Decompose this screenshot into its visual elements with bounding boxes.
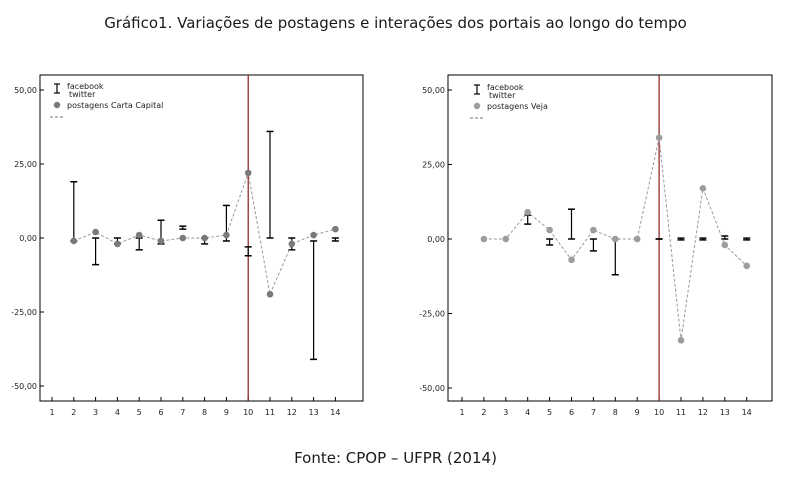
errorbar	[135, 237, 143, 251]
y-tick-label: -25,00	[11, 308, 37, 317]
x-tick-label: 5	[137, 408, 142, 417]
errorbar	[524, 214, 532, 225]
errorbar	[677, 237, 685, 241]
x-tick-label: 2	[481, 408, 486, 417]
errorbar	[179, 225, 187, 230]
legend-label-posts: postagens Veja	[487, 102, 548, 111]
x-tick-label: 5	[547, 408, 552, 417]
posts-point	[135, 231, 143, 239]
x-tick-label: 8	[613, 408, 618, 417]
y-tick-label: -50,00	[11, 382, 37, 391]
x-tick-label: 7	[180, 408, 185, 417]
x-tick-label: 13	[309, 408, 319, 417]
posts-point	[568, 256, 575, 264]
x-tick-label: 11	[676, 408, 686, 417]
errorbar	[568, 208, 575, 240]
y-tick-label: 50,00	[14, 86, 37, 95]
x-tick-label: 6	[569, 408, 574, 417]
posts-point	[612, 235, 619, 243]
y-tick-label: 25,00	[14, 160, 37, 169]
legend-point-icon	[53, 101, 61, 109]
y-tick-label: 50,00	[422, 86, 445, 95]
x-tick-label: 8	[202, 408, 207, 417]
x-tick-label: 9	[224, 408, 229, 417]
x-tick-label: 14	[742, 408, 752, 417]
errorbar	[721, 235, 729, 240]
y-tick-label: 25,00	[422, 161, 445, 170]
posts-point	[480, 235, 488, 243]
x-tick-label: 11	[265, 408, 275, 417]
y-tick-label: -25,00	[419, 310, 445, 319]
y-tick-label: -50,00	[419, 384, 445, 393]
posts-point	[546, 226, 553, 234]
legend-label-twitter: twitter	[69, 90, 96, 99]
errorbar	[699, 237, 707, 241]
y-tick-label: 0,00	[19, 234, 37, 243]
posts-point	[223, 231, 230, 239]
posts-point	[743, 262, 750, 270]
posts-point	[332, 225, 339, 233]
legend-point-icon	[473, 102, 481, 110]
x-tick-label: 10	[243, 408, 253, 417]
x-tick-label: 10	[654, 408, 664, 417]
posts-point	[179, 234, 187, 242]
errorbar	[310, 240, 318, 361]
legend-label-facebook: facebook	[487, 83, 524, 92]
figure-source: Fonte: CPOP – UFPR (2014)	[294, 449, 497, 467]
x-tick-label: 9	[635, 408, 640, 417]
posts-dashed-line	[73, 170, 336, 296]
posts-point	[699, 185, 707, 192]
errorbar	[743, 237, 751, 241]
posts-point	[114, 240, 121, 248]
posts-point	[201, 234, 208, 242]
errorbar	[546, 238, 554, 246]
y-tick-label: 0,00	[427, 235, 445, 244]
errorbar	[244, 246, 252, 257]
posts-point	[633, 235, 641, 243]
posts-point	[244, 169, 252, 177]
posts-point	[524, 208, 531, 216]
posts-point	[721, 241, 729, 249]
posts-point	[157, 237, 165, 245]
x-tick-label: 6	[158, 408, 163, 417]
posts-point	[502, 235, 510, 243]
errorbar	[92, 237, 100, 266]
figure-title: Gráfico1. Variações de postagens e inter…	[104, 14, 687, 32]
x-tick-label: 1	[459, 408, 464, 417]
x-tick-label: 2	[71, 408, 76, 417]
plot-frame	[447, 74, 773, 402]
x-tick-label: 14	[330, 408, 340, 417]
x-tick-label: 13	[720, 408, 730, 417]
errorbar	[70, 181, 78, 242]
x-tick-label: 3	[93, 408, 98, 417]
posts-point	[590, 226, 597, 234]
posts-point	[677, 337, 685, 344]
x-tick-label: 12	[698, 408, 708, 417]
errorbar	[589, 238, 597, 252]
x-tick-label: 12	[287, 408, 297, 417]
posts-point	[70, 237, 78, 245]
legend-label-facebook: facebook	[67, 82, 104, 91]
posts-point	[655, 134, 663, 141]
posts-point	[288, 240, 296, 248]
posts-point	[92, 228, 99, 236]
x-tick-label: 4	[525, 408, 530, 417]
errorbar	[611, 238, 619, 276]
legend-label-posts: postagens Carta Capital	[67, 101, 163, 110]
legend-label-twitter: twitter	[489, 91, 516, 100]
posts-point	[266, 290, 274, 298]
x-tick-label: 4	[115, 408, 120, 417]
errorbar	[331, 237, 339, 242]
posts-point	[310, 231, 317, 239]
x-tick-label: 7	[591, 408, 596, 417]
x-tick-label: 1	[49, 408, 54, 417]
x-tick-label: 3	[503, 408, 508, 417]
errorbar	[266, 130, 274, 239]
